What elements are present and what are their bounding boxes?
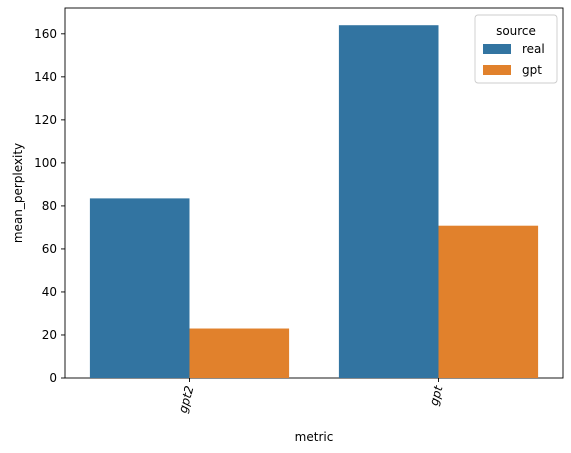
- x-axis-label: metric: [295, 430, 334, 444]
- legend-title: source: [496, 24, 536, 38]
- y-axis-label: mean_perplexity: [11, 143, 25, 243]
- bar-gpt-gpt2: [189, 328, 290, 378]
- bar-gpt-gpt: [438, 225, 539, 378]
- y-axis-ticks: 0 20 40 60 80 100 120 140 160: [34, 27, 65, 385]
- legend: source real gpt: [474, 14, 558, 84]
- plot-frame: [64, 7, 564, 379]
- y-tick-label: 40: [42, 285, 57, 299]
- bar-real-gpt2: [89, 198, 190, 378]
- legend-label-real: real: [522, 42, 545, 56]
- y-tick-label: 120: [34, 113, 57, 127]
- y-tick-label: 60: [42, 242, 57, 256]
- y-tick-label: 100: [34, 156, 57, 170]
- y-tick-label: 0: [49, 371, 57, 385]
- legend-swatch-real: [483, 44, 511, 54]
- legend-swatch-gpt: [483, 65, 511, 75]
- x-tick-label: gpt: [427, 383, 446, 407]
- legend-label-gpt: gpt: [522, 63, 542, 77]
- x-tick-label: gpt2: [176, 384, 197, 414]
- x-axis-ticks: gpt2 gpt: [176, 378, 446, 415]
- plot-area: 0 20 40 60 80 100 120 140 160 gpt2 gpt: [34, 7, 564, 415]
- y-tick-label: 20: [42, 328, 57, 342]
- bar-real-gpt: [338, 25, 439, 379]
- y-tick-label: 160: [34, 27, 57, 41]
- y-tick-label: 140: [34, 70, 57, 84]
- bars-group: [89, 25, 539, 379]
- y-tick-label: 80: [42, 199, 57, 213]
